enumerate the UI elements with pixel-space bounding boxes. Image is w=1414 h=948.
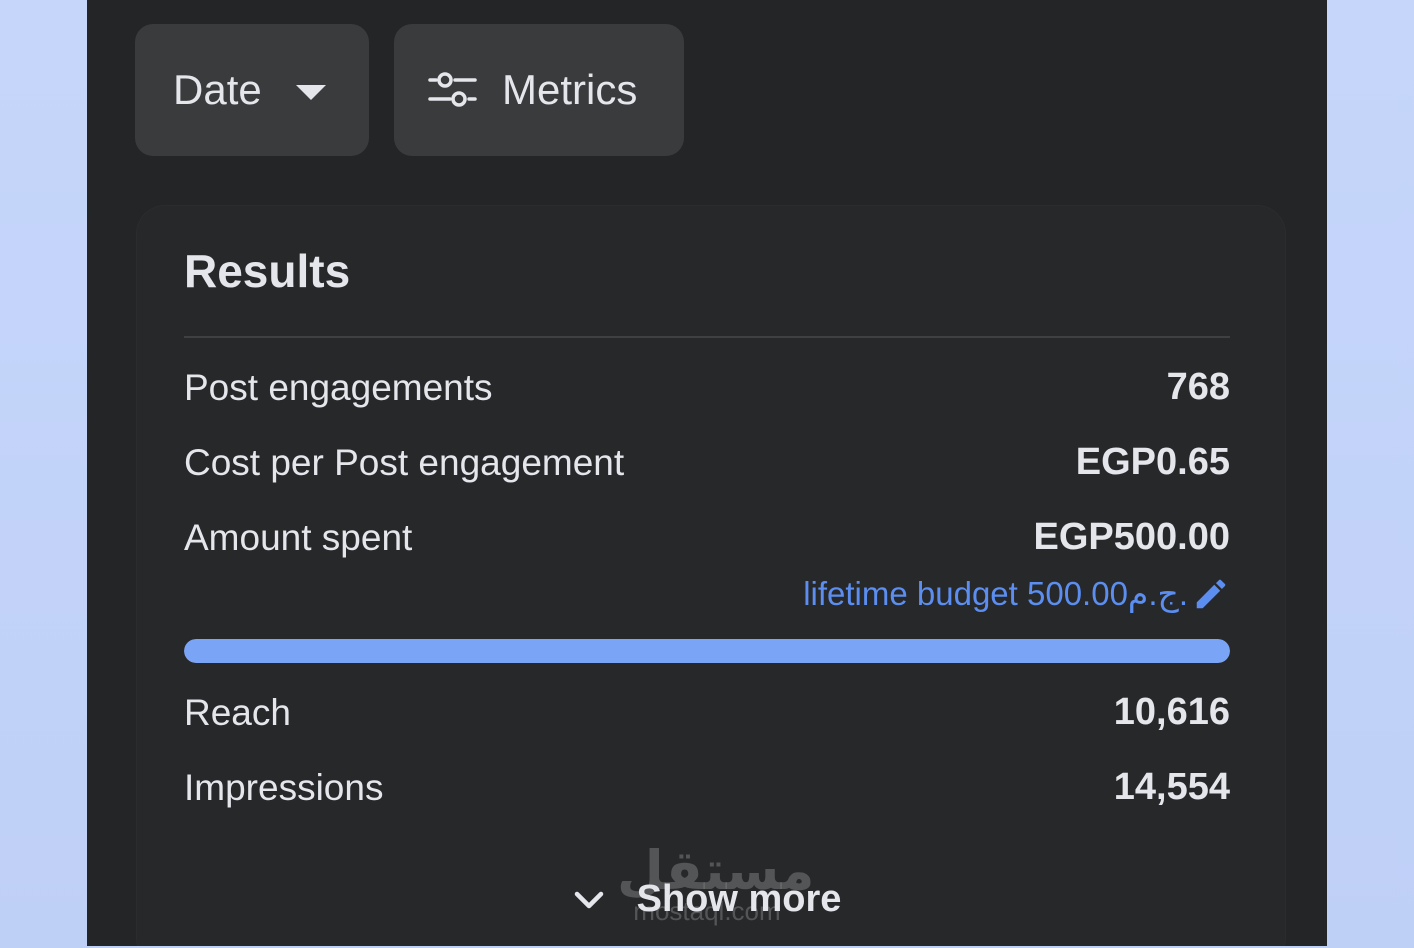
metric-row-amount-spent: Amount spent EGP500.00 xyxy=(184,516,1230,559)
date-filter-label: Date xyxy=(173,66,262,113)
metric-row-reach: Reach 10,616 xyxy=(184,691,1230,734)
metric-value: 14,554 xyxy=(1113,766,1230,808)
metric-row-post-engagements: Post engagements 768 xyxy=(184,366,1230,409)
divider xyxy=(184,336,1230,338)
results-card xyxy=(137,206,1285,946)
metric-label: Cost per Post engagement xyxy=(184,441,625,483)
show-more-button[interactable]: Show more xyxy=(87,878,1327,921)
phone-screen: Date Metrics Results Post engagements 76… xyxy=(87,0,1327,946)
metric-label: Impressions xyxy=(184,766,384,808)
metric-label: Reach xyxy=(184,691,291,733)
results-title: Results xyxy=(184,245,351,297)
budget-text: lifetime budget 500.00ج.م. xyxy=(803,575,1188,612)
pencil-icon xyxy=(1196,579,1226,608)
metric-label: Post engagements xyxy=(184,366,493,408)
caret-down-icon xyxy=(295,84,326,100)
edit-budget-link[interactable]: lifetime budget 500.00ج.م. xyxy=(803,574,1230,613)
metric-value: 10,616 xyxy=(1113,691,1230,733)
budget-progress-fill xyxy=(184,639,1230,663)
metrics-label: Metrics xyxy=(502,66,638,113)
show-more-label: Show more xyxy=(636,878,842,920)
metric-row-cost-per-engagement: Cost per Post engagement EGP0.65 xyxy=(184,441,1230,484)
sliders-icon xyxy=(428,72,477,107)
budget-progress-bar xyxy=(184,639,1230,663)
date-filter-button[interactable]: Date xyxy=(135,24,369,156)
metric-value: 768 xyxy=(1166,366,1230,408)
metric-value: EGP0.65 xyxy=(1075,441,1230,483)
metric-label: Amount spent xyxy=(184,516,413,558)
metrics-button[interactable]: Metrics xyxy=(394,24,684,156)
chevron-down-icon xyxy=(574,891,603,908)
metric-value: EGP500.00 xyxy=(1033,516,1230,558)
metric-row-impressions: Impressions 14,554 xyxy=(184,766,1230,809)
